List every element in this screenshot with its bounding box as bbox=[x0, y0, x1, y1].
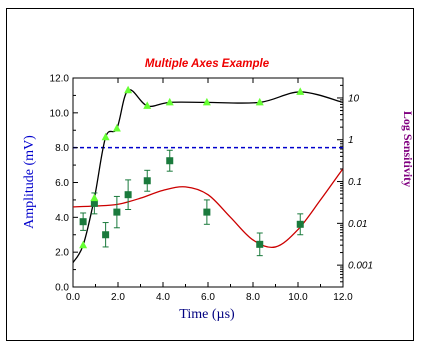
chart-frame: Multiple Axes Example 0.0 2.0 4.0 6.0 8.0 10.… bbox=[6, 8, 414, 341]
square-marker bbox=[90, 199, 98, 207]
square-marker bbox=[256, 240, 264, 248]
right-tick-label: 1 bbox=[348, 135, 354, 146]
left-tick-label: 6.0 bbox=[55, 178, 69, 189]
triangle-marker bbox=[112, 124, 121, 132]
square-marker bbox=[124, 191, 132, 199]
right-tick-label: 0.01 bbox=[348, 219, 367, 230]
right-tick-label: 10 bbox=[348, 93, 360, 104]
x-tick-label: 4.0 bbox=[156, 292, 170, 303]
triangle-marker bbox=[165, 97, 174, 106]
square-marker bbox=[296, 220, 304, 228]
right-tick-label: 0.1 bbox=[348, 177, 362, 188]
x-tick-label: 8.0 bbox=[246, 292, 260, 303]
square-marker bbox=[79, 218, 87, 226]
left-tick-label: 8.0 bbox=[55, 143, 69, 154]
x-tick-label: 10.0 bbox=[288, 292, 308, 303]
right-tick-label: 0.001 bbox=[348, 261, 373, 272]
x-tick-label: 12.0 bbox=[333, 292, 353, 303]
x-tick-label: 6.0 bbox=[201, 292, 215, 303]
right-axis-label: Log Sensitivity bbox=[401, 111, 413, 187]
triangle-marker bbox=[79, 240, 88, 249]
x-axis-ticks: 0.0 2.0 4.0 6.0 8.0 10.0 12.0 bbox=[66, 78, 353, 303]
square-marker bbox=[143, 177, 151, 185]
red-curve-series bbox=[72, 168, 344, 248]
square-marker bbox=[166, 157, 174, 165]
chart-svg: Multiple Axes Example 0.0 2.0 4.0 6.0 8.0 10.… bbox=[22, 58, 413, 322]
left-axis-ticks: 0.0 2.0 4.0 6.0 8.0 10.0 12.0 bbox=[50, 74, 78, 294]
left-tick-label: 2.0 bbox=[55, 248, 69, 259]
triangle-marker bbox=[101, 132, 110, 141]
left-tick-label: 0.0 bbox=[55, 283, 69, 294]
triangle-marker bbox=[90, 193, 99, 202]
x-axis-label: Time (µs) bbox=[179, 307, 235, 322]
square-marker bbox=[102, 231, 110, 239]
triangle-marker bbox=[202, 97, 211, 106]
plot-area bbox=[72, 77, 344, 288]
plot-border bbox=[72, 77, 344, 288]
square-marker bbox=[113, 208, 121, 216]
triangle-marker bbox=[124, 85, 133, 94]
square-marker bbox=[203, 208, 211, 216]
left-tick-label: 10.0 bbox=[50, 108, 70, 119]
left-tick-label: 12.0 bbox=[50, 74, 70, 85]
chart-title: Multiple Axes Example bbox=[145, 58, 270, 70]
left-tick-label: 4.0 bbox=[55, 213, 69, 224]
triangle-marker bbox=[255, 97, 264, 106]
left-axis-label: Amplitude (mV) bbox=[22, 135, 37, 229]
triangle-marker bbox=[296, 87, 305, 95]
right-axis-ticks: 0.001 0.01 0.1 1 10 bbox=[337, 77, 373, 288]
triangle-marker bbox=[143, 101, 152, 109]
x-tick-label: 0.0 bbox=[66, 292, 80, 303]
x-tick-label: 2.0 bbox=[111, 292, 125, 303]
